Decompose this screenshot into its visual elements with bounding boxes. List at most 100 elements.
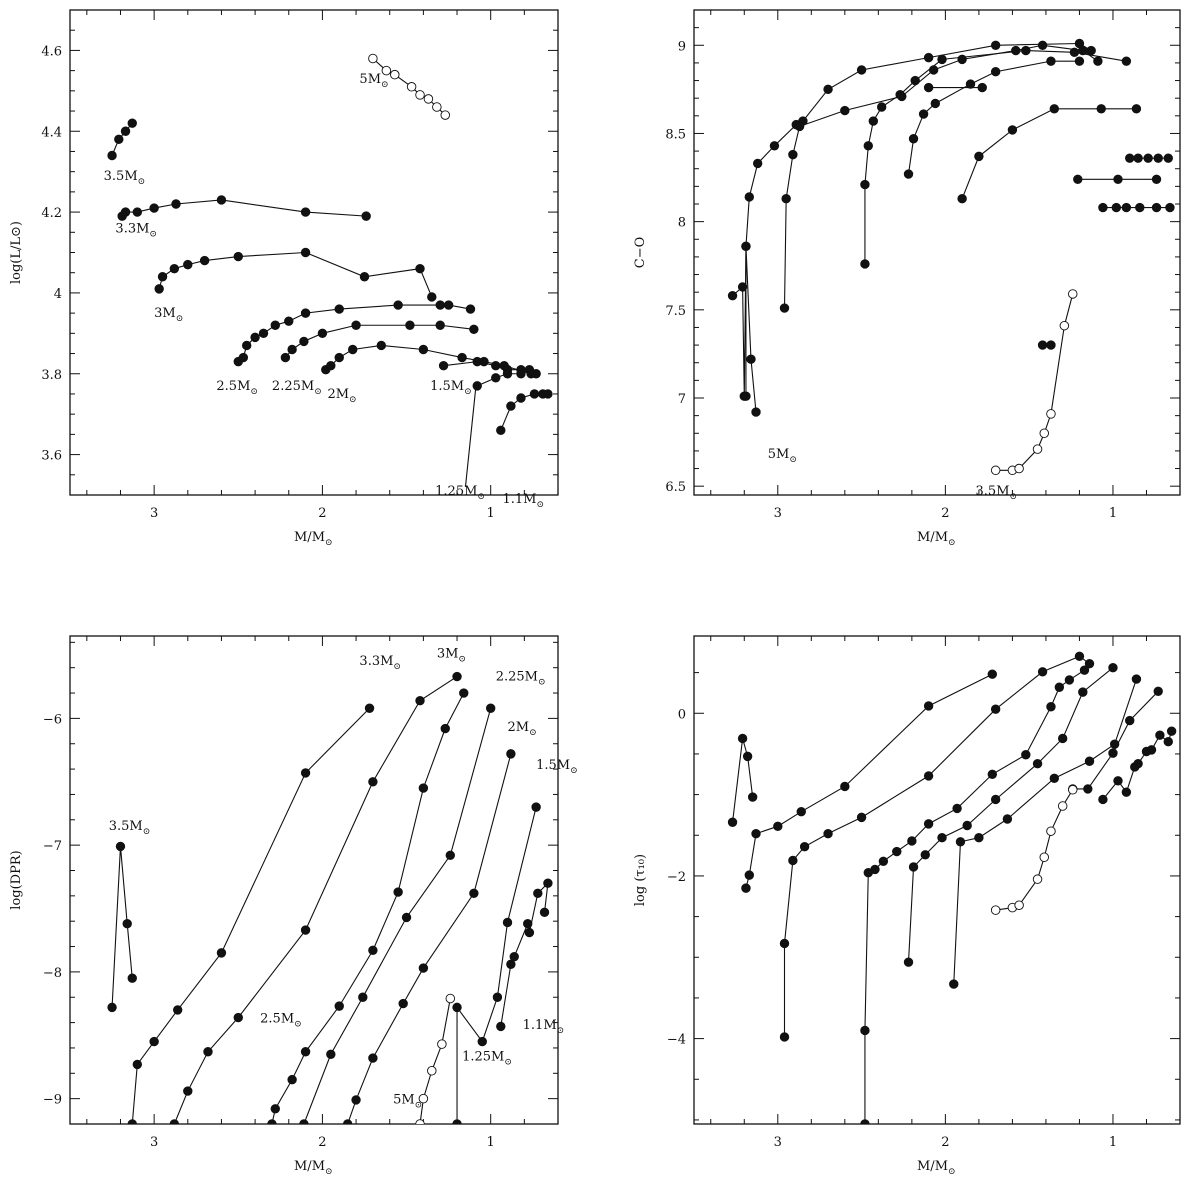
series-line [907, 667, 1114, 963]
data-point [1121, 787, 1132, 797]
data-point [1098, 794, 1108, 805]
data-point [114, 134, 124, 145]
data-point [1054, 682, 1065, 692]
data-point [1032, 874, 1043, 884]
data-point [737, 282, 748, 292]
data-point [1163, 153, 1173, 163]
data-point [368, 945, 378, 956]
data-point [746, 354, 756, 364]
data-point [1046, 826, 1056, 836]
data-point [440, 110, 451, 120]
data-point [799, 841, 810, 852]
y-tick-label: 4.6 [41, 44, 62, 59]
data-point [965, 79, 976, 89]
data-point [1093, 56, 1103, 66]
series-line [419, 998, 451, 1124]
data-point [445, 993, 456, 1004]
data-point [443, 300, 454, 310]
data-point [452, 671, 462, 682]
data-point [957, 194, 967, 204]
data-point [892, 846, 902, 857]
panel-c-minus-o: 3 2 1 6.5 7 7.5 8 8.5 9 M/M⊙ C−O 3.5M⊙ 5M⊙ [633, 9, 1181, 548]
plot-frame [693, 635, 1181, 1125]
data-point [1133, 758, 1143, 769]
data-point [903, 957, 914, 967]
data-point [393, 887, 403, 897]
data-point [1143, 153, 1153, 163]
data-point [233, 251, 243, 262]
data-point [928, 65, 939, 75]
data-point [1108, 663, 1118, 673]
mass-label: 2.5M⊙ [260, 1012, 302, 1030]
data-point [485, 703, 496, 713]
data-point [1037, 667, 1048, 677]
data-point [1046, 340, 1056, 350]
data-point [127, 973, 137, 983]
data-point [990, 67, 1001, 77]
series-line [731, 738, 754, 823]
data-point [923, 771, 934, 781]
data-point [796, 806, 806, 817]
y-tick-label: −9 [43, 1093, 62, 1108]
panel-optical-depth: 3 2 1 0 −2 −4 M/M⊙ log (τ₁₀) [633, 635, 1181, 1177]
x-tick-label: 1 [487, 1135, 495, 1150]
data-point [1151, 174, 1162, 185]
data-point [418, 344, 429, 355]
data-point [472, 356, 482, 367]
y-tick-label: 6.5 [665, 480, 686, 495]
data-point [496, 1021, 506, 1032]
data-point [957, 54, 967, 65]
x-tick-label: 1 [487, 506, 495, 521]
mass-label: 1.5M⊙ [430, 379, 472, 397]
data-point [788, 149, 798, 160]
y-axis-label: log(L/L⊙) [9, 221, 24, 284]
data-point [127, 1119, 137, 1124]
data-point [171, 199, 181, 209]
data-point [154, 284, 164, 294]
data-point [1059, 320, 1070, 331]
mass-label: 1.5M⊙ [536, 758, 578, 776]
data-point [300, 925, 311, 935]
data-point [870, 864, 880, 875]
data-point [132, 1059, 143, 1070]
data-point [368, 53, 378, 64]
series-line [907, 60, 1080, 175]
mass-label: 3.5M⊙ [104, 169, 146, 187]
data-point [300, 247, 311, 258]
data-point [1163, 737, 1173, 747]
data-point [895, 89, 905, 100]
data-point [737, 733, 748, 744]
data-point [258, 328, 269, 339]
data-point [437, 1039, 447, 1049]
data-point [472, 381, 482, 391]
y-axis-label: C−O [633, 237, 648, 269]
series-line [783, 655, 1090, 1037]
data-point [423, 94, 434, 104]
data-point [469, 324, 479, 334]
data-point [284, 316, 294, 326]
x-tick-label: 2 [941, 506, 949, 521]
mass-label: 1.25M⊙ [462, 1050, 512, 1068]
data-point [543, 878, 553, 888]
data-point [937, 54, 947, 65]
data-point [516, 393, 526, 403]
data-point [1046, 702, 1056, 712]
data-point [157, 272, 168, 282]
data-point [910, 75, 920, 86]
y-tick-label: 8 [678, 216, 686, 231]
data-point [990, 905, 1001, 915]
data-point [1113, 776, 1123, 786]
data-point [300, 1047, 311, 1057]
data-point [368, 1053, 378, 1063]
series-line [1102, 730, 1173, 800]
data-point [183, 259, 193, 270]
data-point [539, 907, 550, 918]
series-line [111, 846, 133, 1008]
data-point [1113, 174, 1123, 185]
series-line [111, 122, 133, 156]
data-point [1155, 730, 1165, 740]
data-point [120, 207, 131, 217]
data-point [1032, 444, 1043, 454]
data-point [1046, 409, 1056, 419]
data-point [1096, 104, 1106, 114]
